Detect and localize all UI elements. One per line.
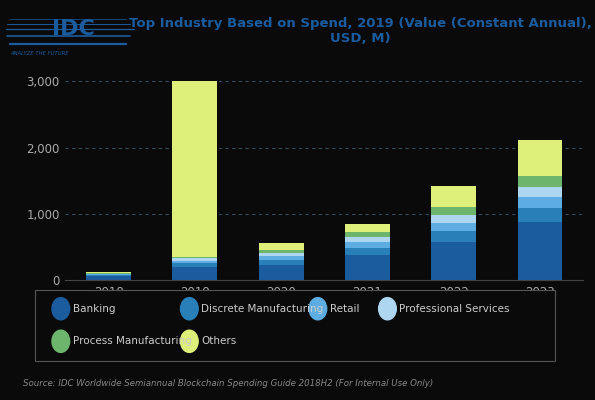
Bar xyxy=(259,250,303,253)
Text: Process Manufacturing: Process Manufacturing xyxy=(73,336,192,346)
Bar xyxy=(345,224,390,232)
Ellipse shape xyxy=(309,298,327,320)
Bar xyxy=(86,273,131,274)
Bar xyxy=(431,231,476,242)
Ellipse shape xyxy=(52,330,70,352)
Text: IDC: IDC xyxy=(52,19,95,39)
Text: Top Industry Based on Spend, 2019 (Value (Constant Annual),
USD, M): Top Industry Based on Spend, 2019 (Value… xyxy=(129,17,591,45)
Ellipse shape xyxy=(52,298,70,320)
Text: Professional Services: Professional Services xyxy=(399,304,510,314)
Bar xyxy=(259,260,303,265)
Bar xyxy=(86,274,131,275)
Bar xyxy=(518,176,562,186)
Bar xyxy=(345,256,390,280)
Bar xyxy=(259,256,303,260)
Bar xyxy=(259,253,303,256)
Bar xyxy=(518,208,562,222)
Bar xyxy=(518,140,562,176)
Text: Source: IDC Worldwide Semiannual Blockchain Spending Guide 2018H2 (For Internal : Source: IDC Worldwide Semiannual Blockch… xyxy=(23,378,434,388)
Bar xyxy=(518,222,562,280)
Bar xyxy=(431,215,476,223)
Bar xyxy=(518,186,562,197)
Ellipse shape xyxy=(180,298,198,320)
Bar xyxy=(173,258,217,260)
Bar xyxy=(431,223,476,231)
Bar xyxy=(431,242,476,280)
Bar xyxy=(345,242,390,248)
Bar xyxy=(431,207,476,215)
Bar xyxy=(345,248,390,256)
Bar xyxy=(259,243,303,250)
FancyBboxPatch shape xyxy=(35,290,555,360)
Bar xyxy=(345,237,390,242)
Bar xyxy=(173,260,217,263)
Bar xyxy=(345,232,390,237)
Bar xyxy=(173,81,217,257)
Bar xyxy=(431,186,476,207)
Text: Discrete Manufacturing: Discrete Manufacturing xyxy=(201,304,323,314)
Bar xyxy=(173,263,217,267)
Bar xyxy=(173,267,217,280)
Ellipse shape xyxy=(378,298,396,320)
Text: Retail: Retail xyxy=(330,304,359,314)
Bar xyxy=(86,275,131,276)
Text: Others: Others xyxy=(201,336,236,346)
Text: Banking: Banking xyxy=(73,304,115,314)
Ellipse shape xyxy=(180,330,198,352)
Bar xyxy=(86,276,131,280)
Bar xyxy=(86,272,131,273)
Bar xyxy=(173,257,217,258)
Text: ANALYZE THE FUTURE: ANALYZE THE FUTURE xyxy=(10,51,68,56)
Bar xyxy=(518,197,562,208)
Bar xyxy=(259,265,303,280)
